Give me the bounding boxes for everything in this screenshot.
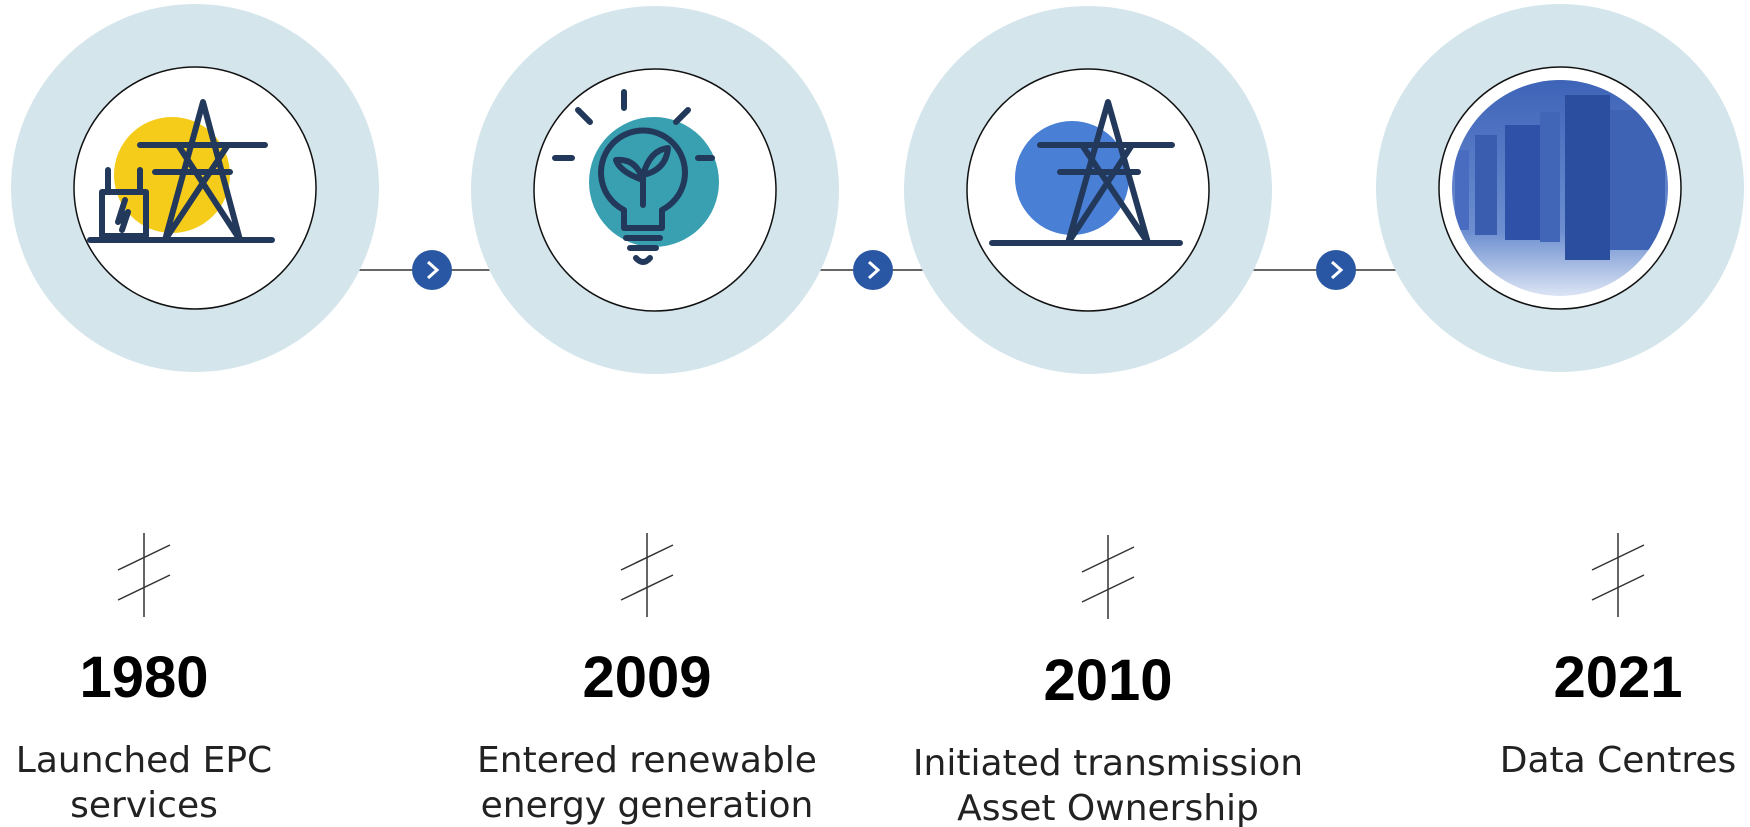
description: Initiated transmission	[913, 743, 1303, 784]
year: 2009	[582, 645, 711, 710]
description: Asset Ownership	[957, 788, 1259, 827]
description: Launched EPC	[16, 740, 272, 781]
description: Data Centres	[1500, 740, 1737, 781]
timeline: 1980 Launched EPCservices 2009 Entered rene…	[0, 0, 1750, 827]
year: 2021	[1553, 645, 1682, 710]
year: 2010	[1043, 648, 1172, 713]
description: services	[70, 785, 218, 826]
break-marks	[118, 533, 1644, 619]
description: energy generation	[481, 785, 814, 826]
year: 1980	[79, 645, 208, 710]
description: Entered renewable	[477, 740, 817, 781]
